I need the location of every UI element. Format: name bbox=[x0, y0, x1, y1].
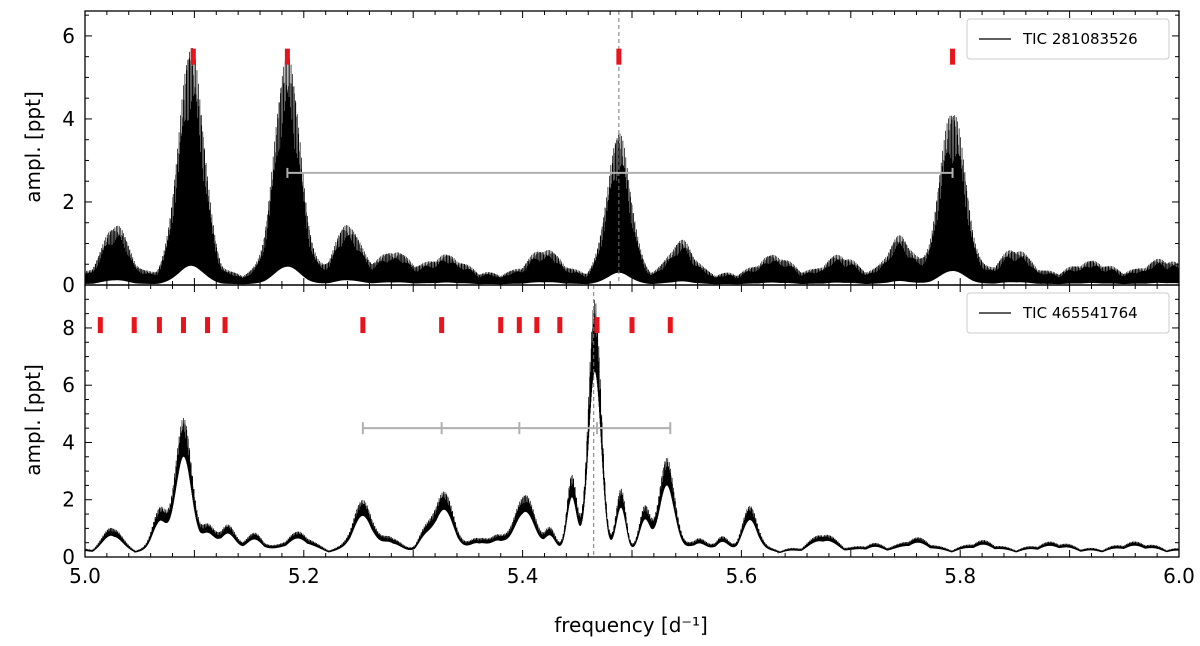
y-tick-label: 2 bbox=[62, 488, 75, 512]
top-ylabel: ampl. [ppt] bbox=[21, 91, 45, 203]
frequency-marker bbox=[284, 48, 290, 65]
frequency-marker bbox=[360, 317, 366, 334]
spectrum-line bbox=[84, 48, 1180, 285]
y-tick-label: 4 bbox=[62, 430, 75, 454]
frequency-marker bbox=[190, 48, 196, 65]
frequency-marker bbox=[516, 317, 522, 334]
frequency-marker bbox=[156, 317, 162, 334]
x-tick-label: 6.0 bbox=[1163, 564, 1195, 588]
x-tick-label: 5.6 bbox=[725, 564, 757, 588]
y-tick-label: 0 bbox=[62, 273, 75, 297]
frequency-marker bbox=[180, 317, 186, 334]
legend-box bbox=[966, 292, 1170, 334]
frequency-marker bbox=[629, 317, 635, 334]
frequency-marker bbox=[557, 317, 563, 334]
frequency-marker bbox=[534, 317, 540, 334]
x-axis-label: frequency [d⁻¹] bbox=[554, 613, 708, 637]
frequency-marker bbox=[97, 317, 103, 334]
x-tick-label: 5.8 bbox=[944, 564, 976, 588]
frequency-marker bbox=[498, 317, 504, 334]
y-tick-label: 4 bbox=[62, 107, 75, 131]
y-tick-label: 8 bbox=[62, 316, 75, 340]
frequency-marker bbox=[950, 48, 956, 65]
frequency-marker bbox=[667, 317, 673, 334]
y-tick-label: 0 bbox=[62, 545, 75, 569]
y-tick-label: 2 bbox=[62, 190, 75, 214]
x-tick-label: 5.2 bbox=[288, 564, 320, 588]
bottom-panel: 0 2 4 6 8 5.0 5.2 5.4 5.6 5.8 6.0 TIC 465541764 bbox=[62, 284, 1195, 588]
y-tick-label: 6 bbox=[62, 373, 75, 397]
x-tick-label: 5.4 bbox=[507, 564, 539, 588]
legend-label: TIC 281083526 bbox=[1022, 30, 1138, 48]
frequency-marker bbox=[205, 317, 211, 334]
bottom-ylabel: ampl. [ppt] bbox=[21, 364, 45, 476]
top-panel: 0 2 4 6 TIC 281083526 bbox=[62, 10, 1180, 297]
legend-box bbox=[966, 18, 1170, 60]
spectrum-line bbox=[84, 300, 1180, 554]
frequency-marker bbox=[616, 48, 622, 65]
legend-label: TIC 465541764 bbox=[1022, 304, 1138, 322]
frequency-marker bbox=[594, 317, 600, 334]
frequency-marker bbox=[131, 317, 137, 334]
frequency-marker bbox=[222, 317, 228, 334]
y-tick-label: 6 bbox=[62, 24, 75, 48]
x-tick-label: 5.0 bbox=[69, 564, 101, 588]
frequency-marker bbox=[439, 317, 445, 334]
